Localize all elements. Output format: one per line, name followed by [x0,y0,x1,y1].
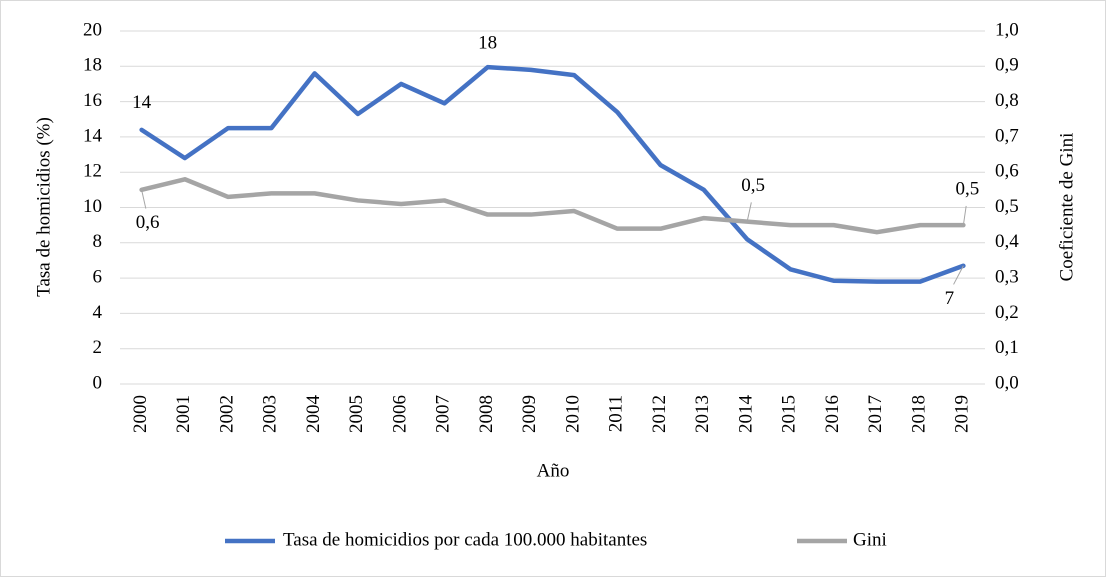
y2-tick-label: 0,3 [995,266,1019,287]
y-tick-label: 14 [83,125,103,146]
y2-tick-label: 1,0 [995,19,1019,40]
x-tick-label: 2011 [606,395,627,432]
y-axis-title: Tasa de homicidios (%) [33,117,54,297]
x-tick-label: 2003 [260,395,281,433]
y-tick-label: 0 [93,372,103,393]
data-label: 18 [478,33,497,54]
y2-tick-label: 0,4 [995,231,1019,252]
y-tick-label: 12 [83,161,102,182]
x-axis-title: Año [537,460,570,481]
y2-tick-label: 0,7 [995,125,1019,146]
y-tick-label: 18 [83,55,102,76]
y-tick-label: 2 [93,337,103,358]
x-tick-label: 2007 [433,395,454,433]
x-tick-label: 2006 [389,395,410,433]
y2-tick-label: 0,2 [995,302,1019,323]
data-label: 0,5 [741,175,765,196]
y-tick-label: 6 [93,266,103,287]
x-tick-label: 2017 [865,395,886,433]
data-label: 14 [132,92,152,113]
y-tick-label: 8 [93,231,103,252]
x-tick-label: 2015 [779,395,800,433]
x-tick-label: 2010 [562,395,583,433]
label-leader [746,202,752,222]
x-tick-label: 2001 [173,395,194,433]
label-leader [141,189,147,209]
y2-tick-label: 0,0 [995,372,1019,393]
y-tick-label: 20 [83,19,102,40]
legend-label: Tasa de homicidios por cada 100.000 habi… [283,529,647,550]
y2-tick-label: 0,5 [995,196,1019,217]
x-tick-label: 2008 [476,395,497,433]
x-tick-label: 2016 [822,395,843,433]
data-label: 0,5 [956,179,980,200]
x-tick-label: 2018 [908,395,929,433]
y-tick-label: 16 [83,90,102,111]
x-tick-label: 2012 [649,395,670,433]
label-leader [962,205,967,226]
x-tick-label: 2019 [952,395,973,433]
y2-tick-label: 0,8 [995,90,1019,111]
x-tick-label: 2013 [692,395,713,433]
series-line [139,64,966,284]
x-tick-label: 2014 [735,395,756,434]
x-tick-label: 2002 [216,395,237,433]
x-tick-label: 2000 [130,395,151,433]
y2-tick-label: 0,1 [995,337,1019,358]
legend-label: Gini [853,529,887,550]
label-leader [953,265,964,285]
y-tick-label: 10 [83,196,102,217]
y2-tick-label: 0,6 [995,161,1019,182]
y2-axis-title: Coeficiente de Gini [1056,133,1077,282]
x-tick-label: 2005 [346,395,367,433]
data-label: 7 [945,288,955,309]
series-line [139,177,966,235]
x-tick-label: 2004 [303,395,324,434]
y-tick-label: 4 [93,302,103,323]
y2-tick-label: 0,9 [995,55,1019,76]
data-label: 0,6 [136,212,160,233]
x-tick-label: 2009 [519,395,540,433]
